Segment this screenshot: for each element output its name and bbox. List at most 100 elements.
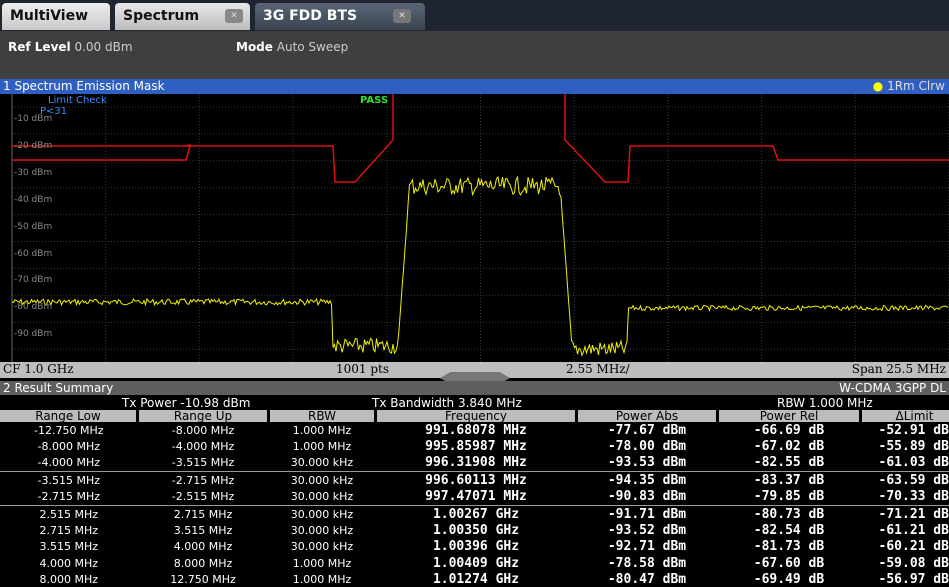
table-cell: -59.08 dB	[878, 555, 949, 571]
table-cell: -79.85 dB	[753, 489, 825, 505]
close-button[interactable]: ✕	[225, 9, 243, 23]
table-cell: -80.47 dBm	[607, 572, 687, 587]
limit-line	[12, 94, 394, 183]
info-item: RBW 1.000 MHz	[777, 396, 873, 410]
table-cell: 4.000 MHz	[173, 540, 233, 554]
table-cell: 2.715 MHz	[137, 504, 269, 523]
window-title-bar: 2 Result Summary W-CDMA 3GPP DL	[0, 381, 949, 395]
table-cell: 3.515 MHz	[173, 524, 233, 538]
table-row: -4.000 MHz -3.515 MHz 30.000 kHz 996.31908 …	[0, 455, 949, 472]
table-cell: 8.000 MHz	[173, 556, 233, 570]
table-cell: -71.21 dB	[860, 504, 949, 523]
footer-text: 1001 pts	[336, 362, 390, 376]
table-row: -8.000 MHz -4.000 MHz 1.000 MHz 995.85987 M…	[0, 438, 949, 454]
table-cell: 997.47071 MHz	[425, 489, 527, 505]
tab-label: Spectrum	[123, 8, 200, 24]
table-cell: -82.54 dB	[753, 523, 825, 539]
tab-active[interactable]: 3G FDD BTS ✕	[255, 3, 425, 30]
limit-check-label: Limit Check	[48, 95, 107, 106]
info-value: -10.98 dBm	[180, 396, 251, 410]
table-row: -12.750 MHz -8.000 MHz 1.000 MHz 991.68078 …	[0, 422, 949, 438]
table-cell: -2.715 MHz	[37, 490, 101, 504]
table-cell: 8.000 MHz	[39, 573, 99, 587]
column-header: Power Abs	[575, 410, 718, 422]
y-label: -80 dBm	[14, 302, 53, 313]
table-cell: 30.000 kHz	[268, 504, 376, 523]
table-cell: -93.53 dBm	[607, 455, 687, 471]
info-value: 1.000 MHz	[808, 396, 873, 410]
table-cell: -52.91 dB	[878, 422, 949, 438]
close-button[interactable]: ✕	[393, 9, 411, 23]
table-cell: 1.000 MHz	[292, 440, 352, 454]
footer-text: 2.55 MHz/	[566, 362, 630, 376]
info-item: Tx Bandwidth 3.840 MHz	[372, 396, 522, 410]
table-cell: 1.000 MHz	[292, 423, 352, 437]
table-cell: 12.750 MHz	[170, 573, 236, 587]
table-row: 4.000 MHz 8.000 MHz 1.000 MHz 1.00409 GHz -7…	[0, 555, 949, 571]
column-header: Range Up	[136, 410, 269, 422]
table-cell: -78.58 dBm	[607, 555, 687, 571]
tab-label: 3G FDD BTS	[263, 8, 358, 24]
window-title: 2 Result Summary	[3, 381, 114, 395]
setting: Mode Auto Sweep	[236, 40, 348, 54]
table-cell: -61.21 dB	[878, 523, 949, 539]
column-header: RBW	[267, 410, 376, 422]
y-label: -20 dBm	[14, 140, 53, 151]
table-cell: -60.21 dB	[878, 539, 949, 555]
limit-line-label: P<31	[40, 106, 68, 117]
settings-panel	[0, 31, 949, 79]
info-item: Tx Power -10.98 dBm	[122, 396, 250, 410]
table-cell: -78.00 dBm	[607, 439, 687, 455]
info-label: Tx Bandwidth	[372, 396, 455, 410]
table-cell: 1.00409 GHz	[432, 555, 520, 571]
setting-label: Mode	[236, 40, 273, 54]
table-cell: 30.000 kHz	[290, 490, 354, 504]
table-cell: -2.715 MHz	[137, 471, 269, 489]
table-cell: 1.00396 GHz	[432, 539, 520, 555]
footer-text: Span 25.5 MHz	[851, 362, 946, 376]
setting-value: 0.00 dBm	[74, 40, 133, 54]
window-title-bar: 1 Spectrum Emission Mask ● 1Rm Clrw	[0, 79, 949, 94]
table-cell: -63.59 dB	[860, 471, 949, 489]
table-cell: 30.000 kHz	[290, 540, 354, 554]
table-cell: -77.67 dBm	[607, 422, 687, 438]
table-cell: 30.000 kHz	[290, 524, 354, 538]
plot-background	[12, 94, 949, 362]
table-cell: -56.97 dB	[878, 572, 949, 587]
info-label: RBW	[777, 396, 806, 410]
table-cell: -3.515 MHz	[171, 456, 235, 470]
table-header: Range Low Range Up RBW Frequency Power Abs Po…	[0, 410, 949, 422]
table-cell: -3.515 MHz	[0, 471, 138, 489]
table-cell: -93.52 dBm	[607, 523, 687, 539]
table-row: 2.715 MHz 3.515 MHz 30.000 kHz 1.00350 GHz -…	[0, 522, 949, 538]
tab[interactable]: MultiView	[2, 3, 110, 30]
setting-label: Ref Level	[8, 40, 71, 54]
table-cell: -12.750 MHz	[34, 423, 104, 437]
y-label: -90 dBm	[14, 329, 53, 340]
y-label: -70 dBm	[14, 275, 53, 286]
table-row: -2.715 MHz -2.515 MHz 30.000 kHz 997.47071 …	[0, 489, 949, 506]
info-value: 3.840 MHz	[457, 396, 522, 410]
table-cell: 1.00267 GHz	[375, 504, 577, 523]
table-cell: 996.31908 MHz	[425, 455, 527, 471]
info-label: Tx Power	[122, 396, 177, 410]
column-header: Range Low	[0, 410, 138, 422]
y-label: -10 dBm	[14, 114, 53, 124]
result-table: Range Low Range Up RBW Frequency Power Abs Po…	[0, 410, 949, 587]
table-cell: -69.49 dB	[753, 572, 825, 587]
window-title: 1 Spectrum Emission Mask	[3, 79, 165, 93]
y-label: -40 dBm	[14, 194, 53, 205]
table-cell: 995.85987 MHz	[425, 439, 527, 455]
table-cell: -81.73 dB	[753, 539, 825, 555]
table-cell: 2.715 MHz	[39, 524, 99, 538]
y-label: -50 dBm	[14, 221, 53, 232]
table-cell: 2.515 MHz	[0, 504, 138, 523]
setting: Ref Level 0.00 dBm	[8, 40, 133, 54]
table-cell: 1.00350 GHz	[432, 523, 520, 539]
table-cell: -8.000 MHz	[171, 423, 235, 437]
table-row: 8.000 MHz 12.750 MHz 1.000 MHz 1.01274 GHz -…	[0, 572, 949, 587]
table-cell: -90.83 dBm	[607, 489, 687, 505]
table-row: 3.515 MHz 4.000 MHz 30.000 kHz 1.00396 GHz -…	[0, 539, 949, 555]
table-cell: -66.69 dB	[753, 422, 825, 438]
tab[interactable]: Spectrum ✕	[115, 3, 250, 30]
